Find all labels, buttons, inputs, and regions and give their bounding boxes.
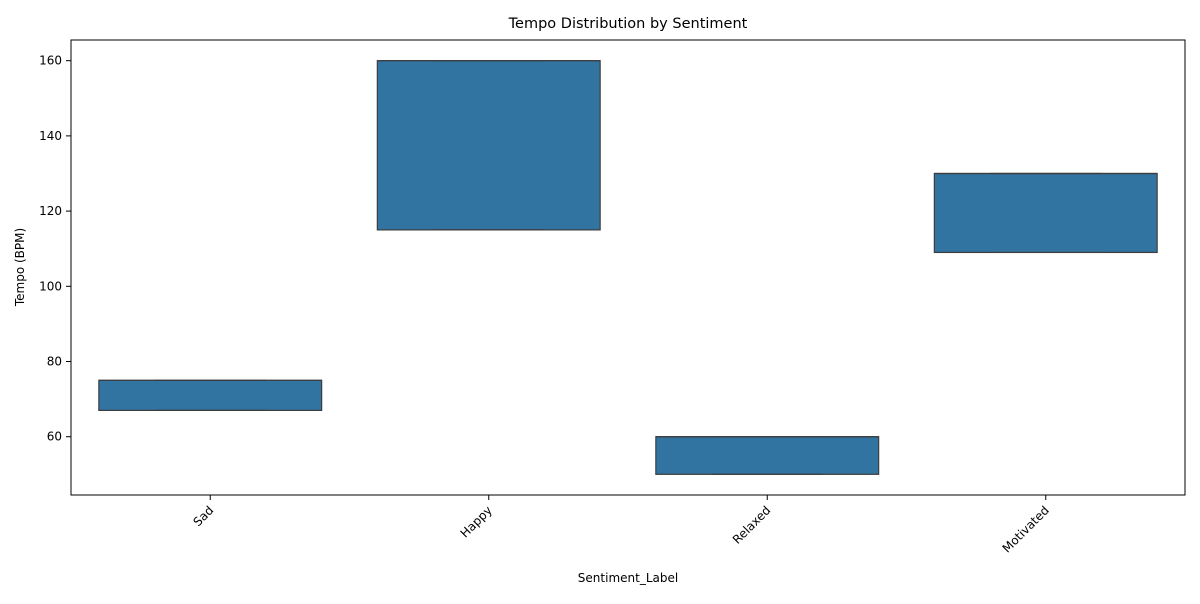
x-tick-label-relaxed: Relaxed <box>730 503 774 547</box>
box-body <box>933 172 1158 254</box>
y-axis: 60 80 100 120 140 160 <box>39 54 71 444</box>
y-tick-label: 80 <box>47 355 62 369</box>
x-tick-label-motivated: Motivated <box>1000 503 1052 555</box>
box-body <box>655 436 880 475</box>
y-tick-label: 60 <box>47 430 62 444</box>
plot-area <box>70 39 1186 496</box>
box-motivated <box>933 172 1158 254</box>
y-tick-label: 100 <box>39 279 62 293</box>
y-axis-label: Tempo (BPM) <box>13 228 27 307</box>
plot-frame <box>70 39 1186 496</box>
chart-title: Tempo Distribution by Sentiment <box>508 16 748 32</box>
x-axis-label: Sentiment_Label <box>578 571 678 585</box>
x-tick-label-happy: Happy <box>458 503 495 540</box>
x-axis: Sad Happy Relaxed Motivated <box>190 495 1052 555</box>
y-tick-label: 140 <box>39 129 62 143</box>
box-body <box>376 60 601 231</box>
x-tick-label-sad: Sad <box>190 503 216 529</box>
y-tick-label: 120 <box>39 204 62 218</box>
box-sad <box>98 379 323 411</box>
box-relaxed <box>655 436 880 475</box>
y-tick-label: 160 <box>39 54 62 68</box>
box-body <box>98 379 323 411</box>
box-happy <box>376 60 601 231</box>
